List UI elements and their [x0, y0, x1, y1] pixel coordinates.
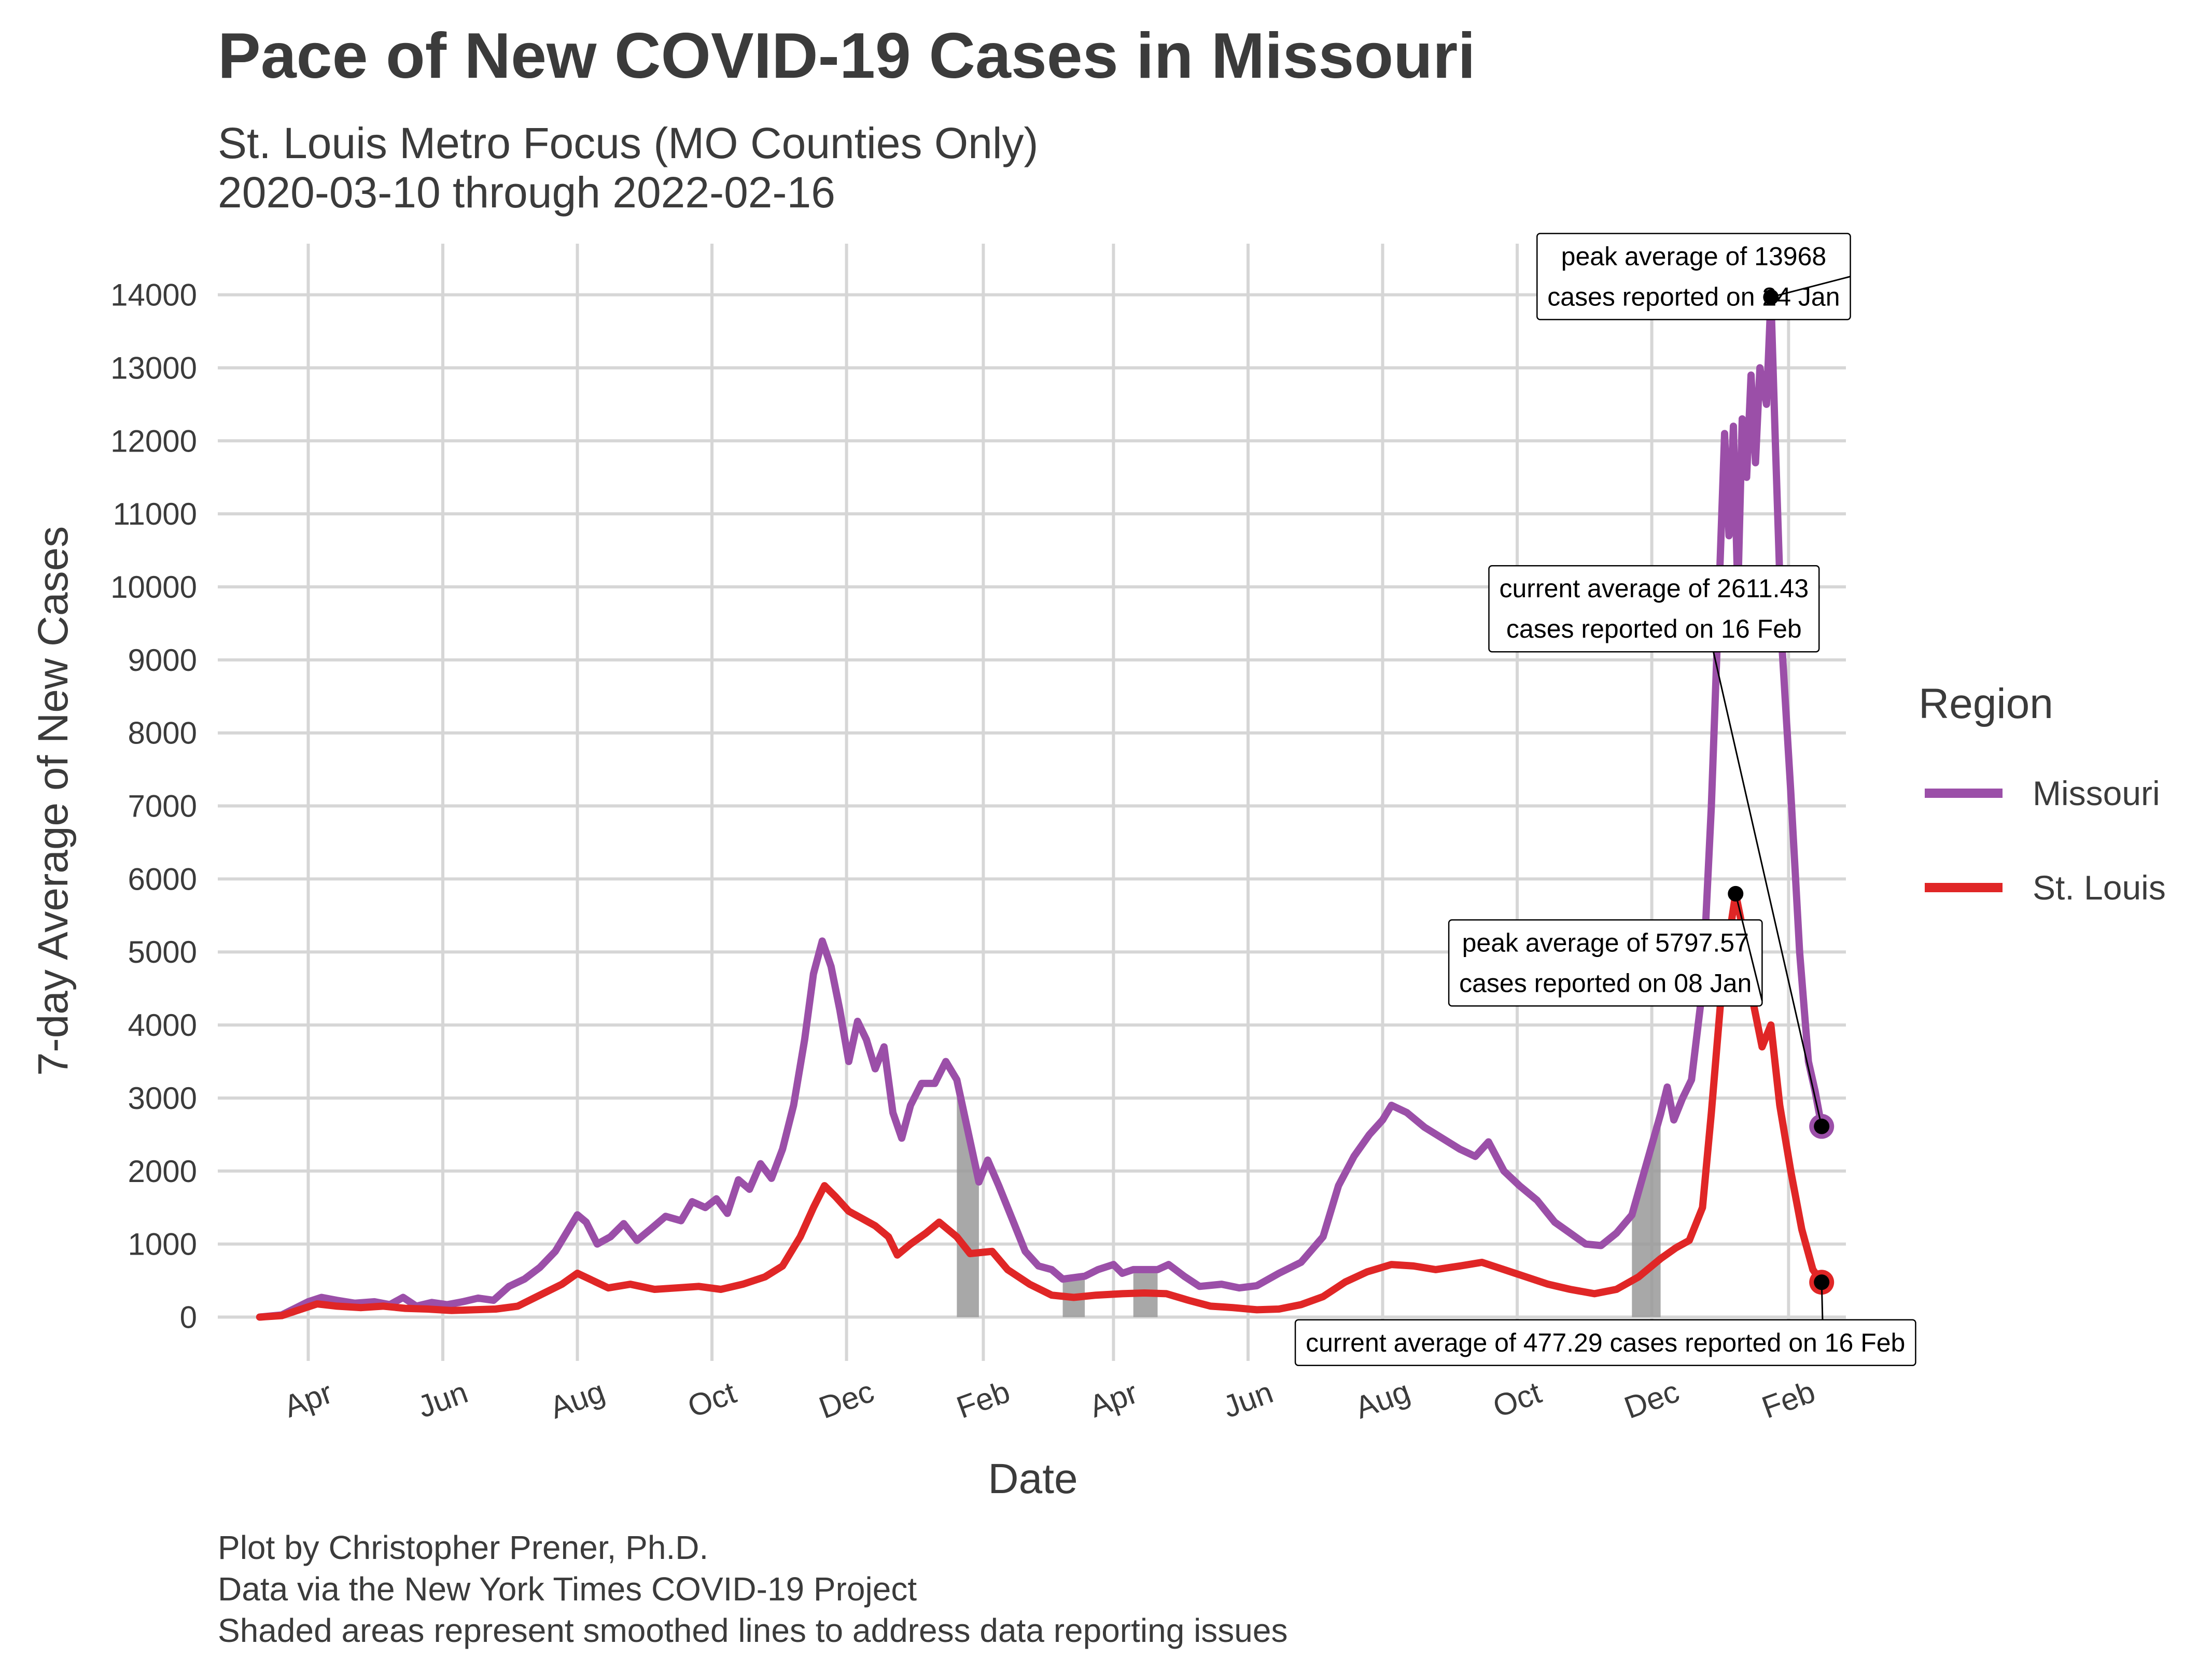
y-tick-label: 3000 [128, 1081, 197, 1116]
x-tick-label: Apr [279, 1375, 337, 1424]
x-axis-title: Date [988, 1455, 1077, 1502]
chart-subtitle-line-2: 2020-03-10 through 2022-02-16 [218, 168, 835, 217]
annotation-text: cases reported on 24 Jan [1547, 282, 1840, 311]
y-tick-label: 2000 [128, 1154, 197, 1189]
annotation-point [1728, 885, 1744, 902]
legend-title: Region [1919, 680, 2053, 727]
y-tick-label: 10000 [110, 570, 197, 604]
grid-lines [218, 244, 1846, 1361]
y-tick-label: 9000 [128, 643, 197, 678]
annotation-3: current average of 477.29 cases reported… [1294, 1274, 1916, 1367]
y-tick-label: 4000 [128, 1008, 197, 1043]
y-tick-label: 14000 [110, 278, 197, 313]
y-tick-label: 12000 [110, 424, 197, 458]
y-tick-label: 5000 [128, 935, 197, 969]
y-tick-label: 1000 [128, 1227, 197, 1262]
x-tick-label: Jun [1219, 1375, 1278, 1425]
annotation-text: cases reported on 08 Jan [1459, 968, 1752, 997]
annotation-box [1448, 919, 1763, 1007]
series-line-missouri [256, 293, 1826, 1321]
y-tick-label: 0 [180, 1300, 197, 1334]
annotation-point [1814, 1274, 1830, 1290]
annotations: peak average of 13968 cases reported on 2… [1294, 233, 1916, 1367]
annotation-leader [1712, 651, 1823, 1127]
chart-subtitle-line-1: St. Louis Metro Focus (MO Counties Only) [218, 119, 1039, 167]
x-tick-label: Aug [1351, 1374, 1415, 1425]
x-tick-label: Oct [1489, 1375, 1546, 1424]
x-tick-label: Dec [1620, 1374, 1684, 1425]
series-line-st-louis [256, 890, 1826, 1321]
x-tick-label: Feb [1757, 1374, 1819, 1425]
annotation-point [1814, 1118, 1830, 1134]
y-axis-title: 7-day Average of New Cases [30, 526, 77, 1076]
caption-line-1: Plot by Christopher Prener, Ph.D. [218, 1529, 708, 1566]
shaded-period [1632, 1114, 1661, 1317]
annotation-text: current average of 2611.43 [1499, 574, 1809, 603]
annotation-leader [1770, 275, 1851, 298]
annotation-box [1488, 565, 1820, 653]
annotation-point [1763, 289, 1779, 305]
y-tick-label: 6000 [128, 862, 197, 896]
shaded-period [957, 1079, 979, 1317]
caption-line-3: Shaded areas represent smoothed lines to… [218, 1612, 1287, 1649]
caption: Plot by Christopher Prener, Ph.D. Data v… [218, 1529, 1287, 1649]
x-tick-label: Apr [1085, 1375, 1142, 1424]
series-lines [256, 293, 1835, 1321]
legend-label-missouri: Missouri [2033, 774, 2160, 812]
x-tick-label: Feb [952, 1374, 1014, 1425]
legend: Region Missouri St. Louis [1919, 680, 2166, 907]
annotation-2: peak average of 5797.57 cases reported on… [1448, 885, 1763, 1007]
y-tick-label: 13000 [110, 350, 197, 385]
chart-title: Pace of New COVID-19 Cases in Missouri [218, 20, 1476, 92]
legend-label-st-louis: St. Louis [2033, 868, 2166, 907]
x-tick-label: Oct [683, 1375, 741, 1424]
x-tick-label: Dec [815, 1374, 878, 1425]
annotation-text: peak average of 13968 [1561, 242, 1827, 271]
annotation-leader [1734, 893, 1763, 1001]
x-tick-label: Aug [545, 1374, 609, 1425]
caption-line-2: Data via the New York Times COVID-19 Pro… [218, 1570, 917, 1608]
y-tick-label: 8000 [128, 716, 197, 751]
annotation-text: current average of 477.29 cases reported… [1306, 1328, 1905, 1357]
y-tick-label: 11000 [113, 497, 197, 531]
annotation-box [1294, 1319, 1916, 1367]
x-tick-label: Jun [413, 1375, 472, 1425]
y-tick-label: 7000 [128, 789, 197, 824]
annotation-text: peak average of 5797.57 [1462, 928, 1749, 957]
annotation-text: cases reported on 16 Feb [1506, 614, 1802, 643]
annotation-1: current average of 2611.43 cases reported… [1488, 565, 1830, 1134]
annotation-0: peak average of 13968 cases reported on 2… [1536, 233, 1851, 320]
